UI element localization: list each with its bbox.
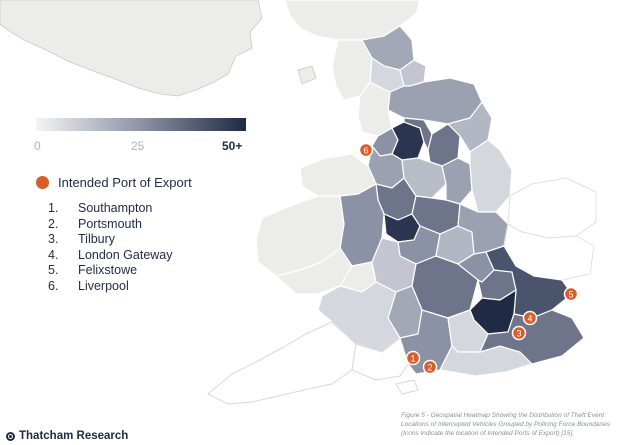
devon-cornwall-region xyxy=(207,321,357,405)
port-number: 4. xyxy=(48,247,59,262)
port-marker-icon xyxy=(36,176,49,189)
marker-label: 1 xyxy=(410,354,415,364)
port-name: Tilbury xyxy=(78,232,116,247)
port-name: Liverpool xyxy=(78,278,129,293)
port-marker-tilbury[interactable]: 3 xyxy=(511,325,527,341)
port-name: Southampton xyxy=(78,201,153,215)
port-marker-felixstowe[interactable]: 5 xyxy=(563,286,579,302)
isle-of-wight xyxy=(395,379,419,395)
marker-label: 3 xyxy=(516,329,521,339)
humberside-region xyxy=(446,100,493,153)
port-marker-liverpool[interactable]: 6 xyxy=(358,142,374,158)
port-number: 1. xyxy=(48,201,59,215)
port-number: 3. xyxy=(48,232,59,247)
port-marker-southampton[interactable]: 1 xyxy=(405,350,421,366)
list-item: 2. Portsmouth xyxy=(48,217,173,233)
port-legend-label: Intended Port of Export xyxy=(58,175,192,190)
port-number: 2. xyxy=(48,216,59,231)
list-item: 3. Tilbury xyxy=(48,232,173,248)
brand-name: Thatcham Research xyxy=(19,430,129,442)
marker-label: 2 xyxy=(427,363,432,373)
color-scale-bar xyxy=(36,118,246,131)
norfolk-region xyxy=(507,177,597,239)
brand-mark-icon xyxy=(6,431,15,441)
port-name: Portsmouth xyxy=(78,216,142,231)
list-item: 6. Liverpool xyxy=(48,279,173,295)
port-legend: Intended Port of Export xyxy=(36,175,192,190)
port-number: 5. xyxy=(48,263,59,278)
scale-min-label: 0 xyxy=(34,139,41,153)
brand-logo: Thatcham Research xyxy=(6,430,128,442)
list-item: 5. Felixstowe xyxy=(48,263,173,279)
isle-of-man xyxy=(297,65,317,85)
kent-region xyxy=(478,309,585,365)
list-item: 4. London Gateway xyxy=(48,248,173,264)
port-list: 1. Southampton 2. Portsmouth 3. Tilbury 4. L… xyxy=(48,201,173,295)
scale-max-label: 50+ xyxy=(222,139,243,153)
port-name: London Gateway xyxy=(78,247,173,262)
scale-mid-label: 25 xyxy=(131,139,145,153)
port-marker-portsmouth[interactable]: 2 xyxy=(422,359,438,375)
lincolnshire-region xyxy=(469,139,513,213)
scotland-region xyxy=(0,0,263,97)
marker-label: 6 xyxy=(363,146,368,156)
port-name: Felixstowe xyxy=(78,263,138,278)
port-marker-london-gateway[interactable]: 4 xyxy=(522,310,538,326)
port-number: 6. xyxy=(48,278,59,293)
list-item: 1. Southampton xyxy=(48,201,173,217)
dorset-region xyxy=(351,337,409,381)
nottinghamshire-region xyxy=(441,157,473,205)
marker-label: 5 xyxy=(568,290,573,300)
marker-label: 4 xyxy=(527,314,532,324)
figure-caption: Figure 5 - Geospatial Heatmap Showing th… xyxy=(401,412,610,437)
west-yorkshire-region xyxy=(403,117,433,152)
